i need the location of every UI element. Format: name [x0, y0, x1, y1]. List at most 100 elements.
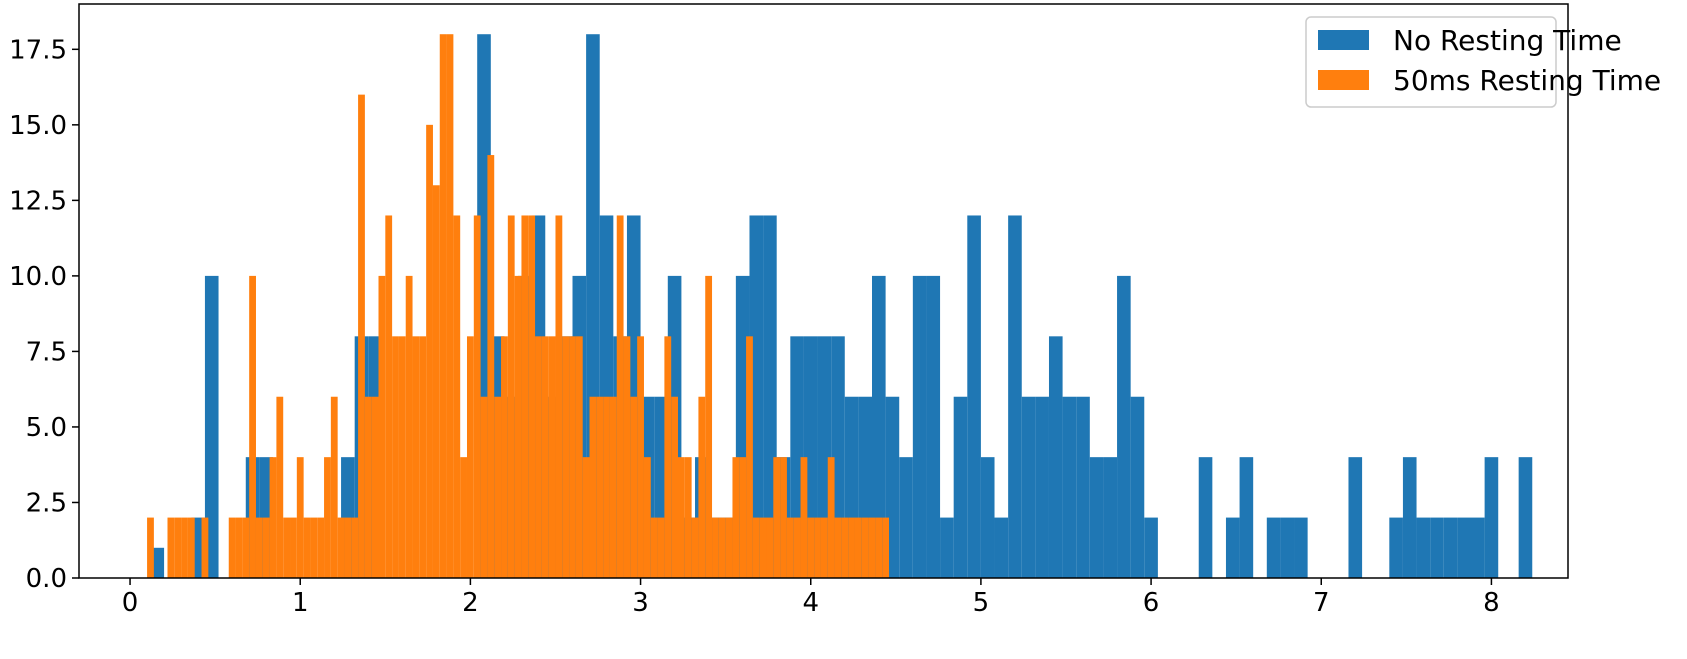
y-tick-label: 5.0	[26, 413, 67, 443]
bar-50ms-resting-time-51	[535, 336, 542, 578]
bar-50ms-resting-time-40	[460, 457, 467, 578]
bar-no-resting-time-58	[1198, 457, 1213, 578]
bar-50ms-resting-time-5	[201, 517, 209, 578]
bar-50ms-resting-time-93	[820, 517, 828, 578]
bar-50ms-resting-time-56	[569, 336, 576, 578]
bar-50ms-resting-time-4	[187, 517, 195, 578]
bar-no-resting-time-39	[899, 457, 913, 578]
bar-50ms-resting-time-27	[371, 396, 379, 578]
bar-50ms-resting-time-102	[882, 517, 890, 578]
bar-50ms-resting-time-25	[358, 94, 365, 578]
bar-50ms-resting-time-29	[385, 215, 393, 578]
bar-50ms-resting-time-76	[705, 275, 713, 578]
bar-50ms-resting-time-12	[269, 457, 277, 578]
x-tick-label: 2	[462, 588, 479, 618]
bar-50ms-resting-time-58	[582, 457, 590, 578]
bar-no-resting-time-73	[1518, 457, 1533, 578]
bar-no-resting-time-51	[1062, 396, 1077, 578]
bar-50ms-resting-time-20	[324, 457, 331, 578]
bar-50ms-resting-time-101	[875, 517, 883, 578]
bar-no-resting-time-37	[872, 275, 886, 578]
bar-50ms-resting-time-78	[718, 517, 726, 578]
bar-50ms-resting-time-33	[412, 336, 420, 578]
bar-50ms-resting-time-95	[834, 517, 842, 578]
bar-50ms-resting-time-43	[480, 396, 488, 578]
bar-50ms-resting-time-6	[228, 517, 236, 578]
bar-no-resting-time-40	[912, 275, 927, 578]
bar-50ms-resting-time-45	[494, 396, 502, 578]
bar-no-resting-time-68	[1430, 517, 1444, 578]
legend-swatch-50ms-resting-time	[1318, 70, 1369, 90]
bar-50ms-resting-time-32	[405, 275, 413, 578]
bar-50ms-resting-time-97	[848, 517, 855, 578]
bar-no-resting-time-55	[1117, 275, 1131, 578]
bar-no-resting-time-59	[1225, 517, 1240, 578]
bar-50ms-resting-time-8	[242, 517, 250, 578]
bar-50ms-resting-time-88	[786, 517, 794, 578]
bar-50ms-resting-time-53	[548, 336, 556, 578]
bar-no-resting-time-44	[967, 215, 981, 578]
x-tick-label: 0	[122, 588, 139, 618]
bar-no-resting-time-42	[940, 517, 954, 578]
bar-50ms-resting-time-21	[330, 396, 338, 578]
bar-50ms-resting-time-92	[814, 517, 821, 578]
y-tick-label: 17.5	[9, 35, 67, 65]
bar-50ms-resting-time-49	[521, 215, 529, 578]
bar-50ms-resting-time-39	[453, 215, 461, 578]
bar-no-resting-time-50	[1048, 336, 1063, 578]
bar-50ms-resting-time-65	[630, 396, 638, 578]
bar-no-resting-time-53	[1089, 457, 1104, 578]
legend: No Resting Time 50ms Resting Time	[1305, 16, 1661, 108]
bar-50ms-resting-time-54	[555, 215, 563, 578]
bar-50ms-resting-time-75	[698, 396, 706, 578]
bar-50ms-resting-time-37	[439, 34, 447, 578]
x-tick-label: 4	[802, 588, 819, 618]
bar-50ms-resting-time-72	[678, 457, 685, 578]
bar-50ms-resting-time-22	[337, 517, 345, 578]
bar-no-resting-time-45	[980, 457, 995, 578]
bar-50ms-resting-time-89	[793, 517, 801, 578]
y-tick-label: 15.0	[9, 111, 67, 141]
bar-50ms-resting-time-100	[868, 517, 876, 578]
bar-50ms-resting-time-36	[432, 185, 440, 578]
bar-50ms-resting-time-3	[181, 517, 188, 578]
bar-50ms-resting-time-46	[501, 336, 508, 578]
bar-50ms-resting-time-1	[167, 517, 175, 578]
bar-50ms-resting-time-73	[684, 457, 692, 578]
bar-50ms-resting-time-19	[317, 517, 325, 578]
bar-no-resting-time-47	[1008, 215, 1022, 578]
x-tick-label: 6	[1143, 588, 1160, 618]
bar-50ms-resting-time-14	[283, 517, 291, 578]
bar-no-resting-time-41	[926, 275, 941, 578]
bar-50ms-resting-time-16	[296, 457, 304, 578]
bar-50ms-resting-time-31	[398, 336, 406, 578]
bar-no-resting-time-60	[1239, 457, 1254, 578]
bar-50ms-resting-time-87	[780, 457, 787, 578]
bar-50ms-resting-time-99	[861, 517, 869, 578]
bar-no-resting-time-69	[1443, 517, 1458, 578]
bar-50ms-resting-time-35	[426, 124, 433, 578]
y-tick-label: 7.5	[26, 337, 67, 367]
bar-no-resting-time-28	[749, 215, 764, 578]
y-tick-label: 0.0	[26, 564, 67, 594]
bar-50ms-resting-time-61	[603, 396, 610, 578]
bar-no-resting-time-64	[1348, 457, 1363, 578]
bar-50ms-resting-time-23	[344, 517, 352, 578]
bar-no-resting-time-48	[1021, 396, 1036, 578]
x-tick-label: 1	[292, 588, 309, 618]
bar-50ms-resting-time-26	[364, 396, 372, 578]
bar-50ms-resting-time-80	[732, 457, 740, 578]
bar-50ms-resting-time-52	[541, 336, 549, 578]
bar-50ms-resting-time-18	[310, 517, 318, 578]
bar-50ms-resting-time-42	[473, 215, 481, 578]
ticks-layer: 0 1 2 3 4 5 6 7 8 0.0 2.5 5.0 7.5 10.0 12.5 15.0 17.5	[9, 35, 1500, 618]
bar-no-resting-time-63	[1294, 517, 1308, 578]
bar-50ms-resting-time-70	[664, 336, 672, 578]
bar-50ms-resting-time-90	[800, 457, 808, 578]
bar-no-resting-time-66	[1402, 457, 1417, 578]
bar-50ms-resting-time-28	[378, 275, 386, 578]
bar-50ms-resting-time-85	[766, 517, 774, 578]
bar-50ms-resting-time-10	[255, 517, 263, 578]
bar-50ms-resting-time-94	[827, 457, 835, 578]
bar-50ms-resting-time-7	[235, 517, 243, 578]
